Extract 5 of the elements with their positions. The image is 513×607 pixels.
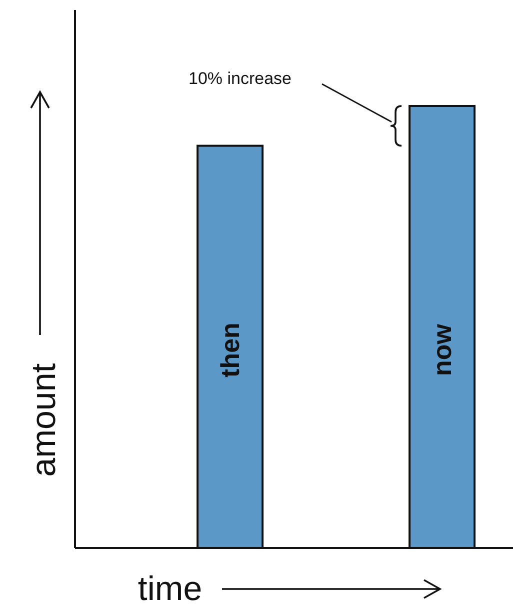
x-tick-label: now <box>427 323 458 376</box>
x-tick-label: then <box>215 322 246 378</box>
text: 10% increase <box>188 69 292 88</box>
x-axis-title: time <box>138 570 202 607</box>
y-axis-title: amount <box>25 362 63 477</box>
